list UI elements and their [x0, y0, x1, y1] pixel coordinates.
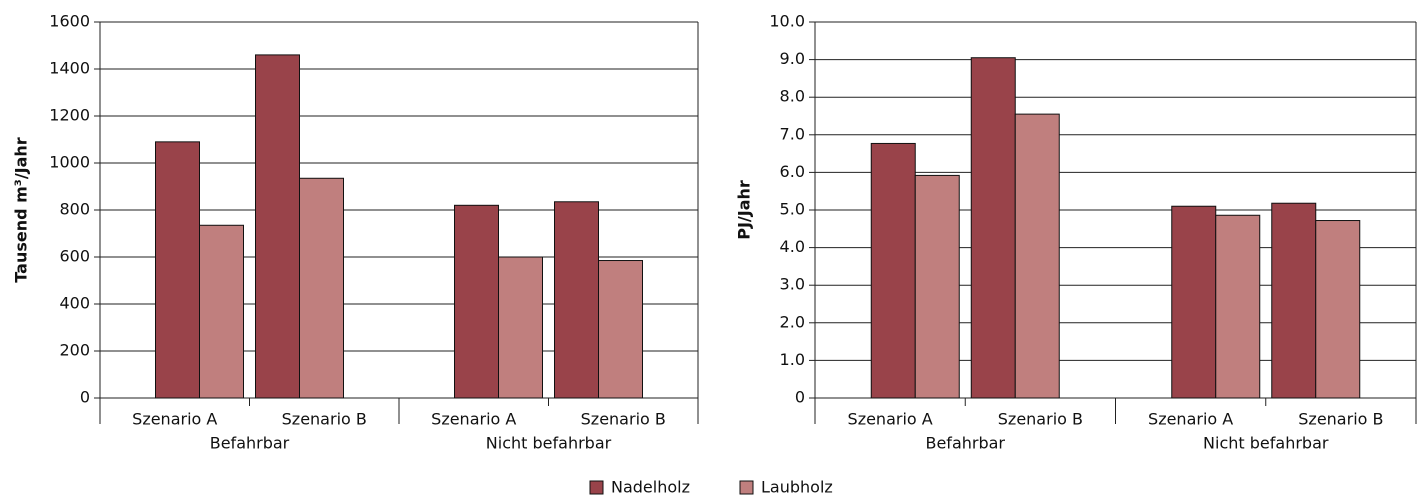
y-tick-label: 1000 [49, 153, 90, 172]
bar [970, 57, 1016, 399]
y-tick-label: 1400 [49, 59, 90, 78]
x-tick-label: Szenario B [1298, 410, 1383, 429]
y-tick-label: 800 [59, 200, 90, 219]
y-tick-label: 3.0 [780, 275, 805, 294]
x-tick-label: Szenario A [1148, 410, 1233, 429]
x-tick-label: Szenario A [431, 410, 516, 429]
y-tick-label: 6.0 [780, 162, 805, 181]
x-tick-label: Szenario B [282, 410, 367, 429]
x-tick-label: Szenario A [848, 410, 933, 429]
legend-swatch [739, 480, 754, 495]
y-axis-title: PJ/Jahr [735, 180, 754, 240]
bar [299, 177, 344, 399]
y-axis-title: Tausend m³/Jahr [12, 137, 31, 282]
x-tick-label: Szenario B [581, 410, 666, 429]
y-tick-label: 1.0 [780, 350, 805, 369]
group-label: Nicht befahrbar [1203, 434, 1329, 453]
x-tick-label: Szenario A [132, 410, 217, 429]
y-tick-label: 4.0 [780, 237, 805, 256]
bar [598, 260, 643, 399]
y-tick-label: 10.0 [769, 12, 805, 31]
bar [870, 142, 916, 399]
bar [155, 141, 200, 399]
bar [1271, 202, 1317, 399]
legend-label: Laubholz [761, 478, 833, 497]
bar [255, 54, 300, 399]
bar [1014, 113, 1060, 399]
bar [1315, 220, 1361, 399]
y-tick-label: 9.0 [780, 49, 805, 68]
y-tick-label: 0 [80, 388, 90, 407]
y-tick-label: 400 [59, 294, 90, 313]
y-tick-label: 200 [59, 341, 90, 360]
legend-label: Nadelholz [611, 478, 690, 497]
bar [1171, 205, 1217, 399]
bar [454, 204, 499, 399]
y-tick-label: 5.0 [780, 200, 805, 219]
legend-swatch [589, 480, 604, 495]
bar [498, 256, 543, 399]
x-tick-label: Szenario B [998, 410, 1083, 429]
group-label: Befahrbar [925, 434, 1005, 453]
y-tick-label: 8.0 [780, 87, 805, 106]
y-tick-label: 2.0 [780, 312, 805, 331]
y-tick-label: 1200 [49, 106, 90, 125]
bar [554, 201, 599, 399]
bar [914, 174, 960, 399]
y-tick-label: 7.0 [780, 124, 805, 143]
bar [199, 224, 244, 399]
group-label: Nicht befahrbar [486, 434, 612, 453]
y-tick-label: 1600 [49, 12, 90, 31]
bar [1215, 214, 1261, 399]
y-tick-label: 600 [59, 247, 90, 266]
y-tick-label: 0 [795, 388, 805, 407]
group-label: Befahrbar [210, 434, 290, 453]
